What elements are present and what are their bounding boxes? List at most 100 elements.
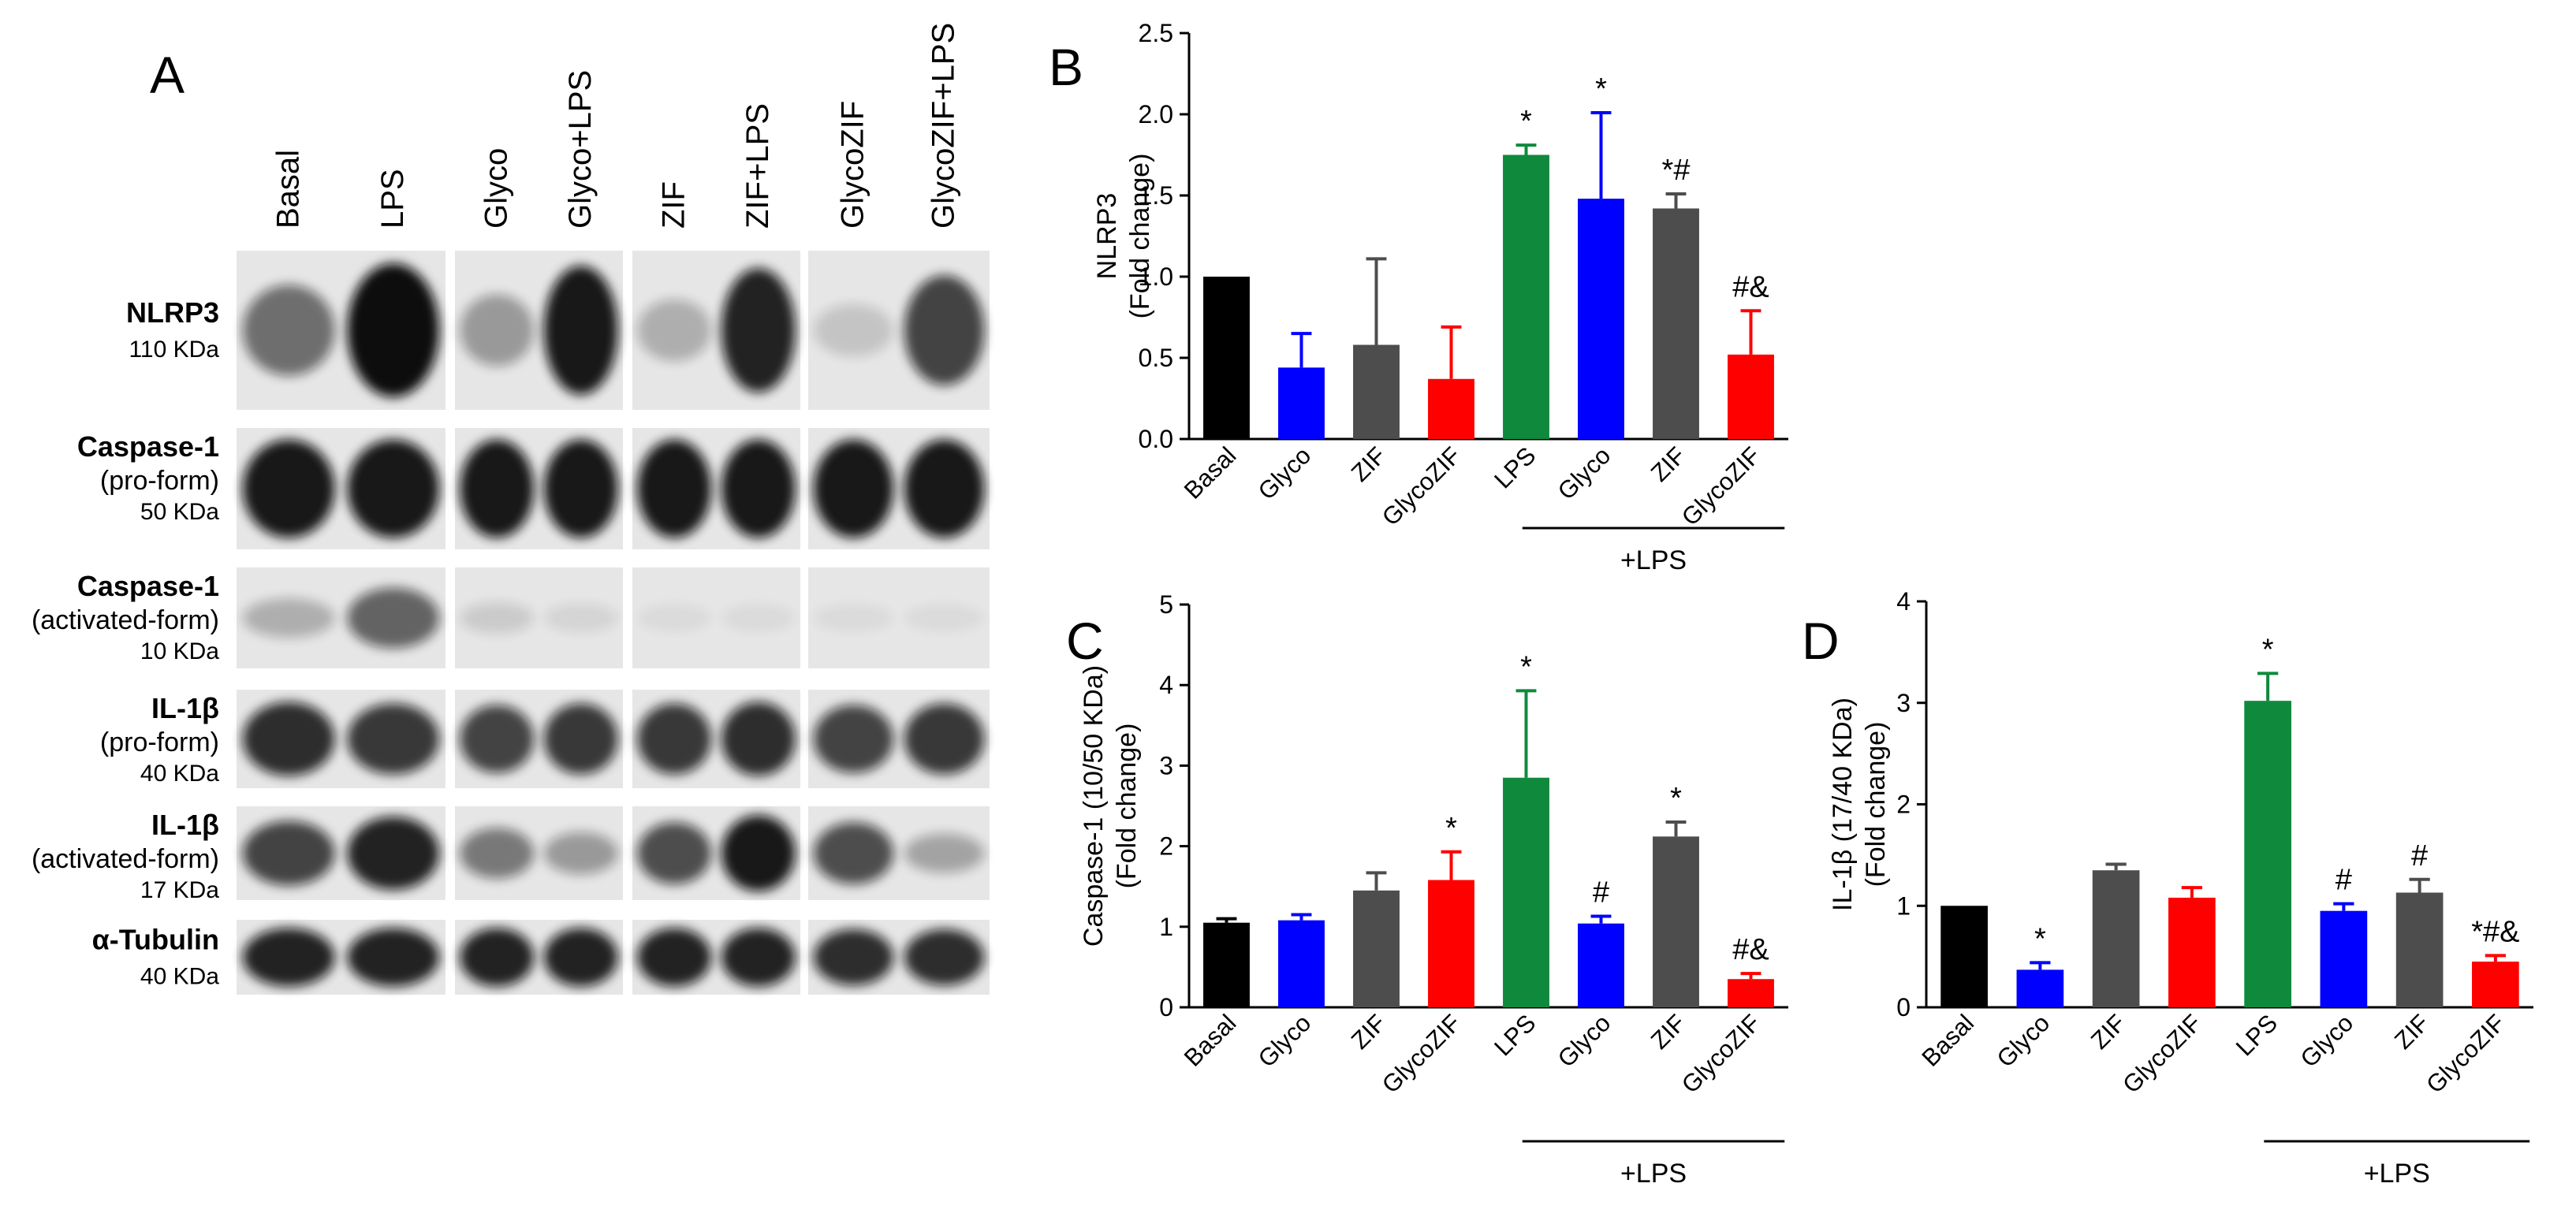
blot-band xyxy=(347,703,440,775)
blot-band xyxy=(543,603,618,633)
blot-row-name: Caspase-1 xyxy=(77,430,219,463)
blot-row: IL-1β(activated-form) 17 KDa xyxy=(32,806,990,903)
category-label: ZIF xyxy=(1646,441,1691,487)
y-tick-label: 2.0 xyxy=(1139,100,1173,128)
blot-band xyxy=(242,598,335,638)
blot-row-form: (activated-form) xyxy=(32,844,219,874)
lane-label: GlycoZIF xyxy=(836,101,870,229)
category-label: GlycoZIF xyxy=(2421,1009,2511,1099)
category-label: Glyco xyxy=(1553,441,1616,505)
y-tick-label: 1.5 xyxy=(1139,181,1173,210)
blot-band xyxy=(347,928,440,987)
blot-band xyxy=(904,703,985,775)
blot-band xyxy=(637,299,712,362)
y-axis-label: IL-1β (17/40 KDa) xyxy=(1828,698,1858,911)
bar xyxy=(2472,962,2519,1007)
blot-band xyxy=(347,817,440,890)
bar xyxy=(1428,378,1474,439)
y-tick-label: 4 xyxy=(1159,671,1173,699)
blot-row: Caspase-1(activated-form) 10 KDa xyxy=(32,567,990,668)
blot-row-form: (pro-form) xyxy=(100,727,219,757)
category-label: GlycoZIF xyxy=(1377,441,1467,531)
blot-band xyxy=(637,604,712,632)
category-label: ZIF xyxy=(2389,1009,2435,1055)
blot-band xyxy=(813,605,894,631)
blot-row: NLRP3 110 KDa xyxy=(126,251,990,410)
blot-row-name: NLRP3 xyxy=(126,296,219,329)
blot-band xyxy=(347,263,440,397)
panel-letter: C xyxy=(1066,612,1104,670)
caspase-1-bar-chart: C 0 1 2 3 4 5 Caspase-1 (10/50 KDa) (Fold change… xyxy=(1066,590,1788,1189)
y-tick-label: 3 xyxy=(1159,751,1173,780)
blot-band xyxy=(543,266,618,395)
category-label: ZIF xyxy=(1646,1009,1691,1055)
blot-band xyxy=(460,439,535,538)
bar xyxy=(2016,969,2064,1007)
category-label: LPS xyxy=(1489,1009,1541,1061)
blot-band xyxy=(904,833,985,873)
category-label: LPS xyxy=(2231,1009,2283,1061)
y-tick-label: 5 xyxy=(1159,590,1173,619)
y-axis-label: Caspase-1 (10/50 KDa) xyxy=(1079,665,1109,947)
y-tick-label: 2 xyxy=(1159,832,1173,861)
y-tick-label: 3 xyxy=(1896,689,1911,717)
y-tick-label: 1.0 xyxy=(1139,262,1173,291)
significance-mark: *# xyxy=(1662,154,1691,187)
y-tick-label: 0.5 xyxy=(1139,344,1173,372)
blot-row-form: (pro-form) xyxy=(100,466,219,496)
lane-label: Glyco xyxy=(479,148,513,229)
significance-mark: # xyxy=(2336,864,2352,897)
bar xyxy=(2244,701,2291,1007)
blot-row-kda: 17 KDa xyxy=(140,877,219,903)
blot-band xyxy=(813,705,894,773)
bar xyxy=(1653,836,1699,1007)
panel-letter: D xyxy=(1802,612,1840,670)
category-label: GlycoZIF xyxy=(2117,1009,2207,1099)
bar xyxy=(1278,367,1325,439)
group-label: +LPS xyxy=(1620,1159,1687,1189)
blot-band xyxy=(721,815,796,891)
lane-label: Basal xyxy=(270,150,305,229)
blot-row-kda: 40 KDa xyxy=(140,964,219,990)
group-label: +LPS xyxy=(2364,1159,2430,1189)
category-label: GlycoZIF xyxy=(1676,1009,1766,1099)
significance-mark: *#& xyxy=(2471,915,2519,948)
lane-label: GlycoZIF+LPS xyxy=(926,23,961,229)
bar xyxy=(1578,199,1624,439)
bar xyxy=(1503,154,1549,439)
blot-row-form: (activated-form) xyxy=(32,605,219,635)
blot-band xyxy=(813,303,894,357)
blot-band xyxy=(347,587,440,649)
bar xyxy=(1353,344,1400,439)
significance-mark: #& xyxy=(1732,270,1769,303)
bar xyxy=(1203,277,1250,439)
blot-band xyxy=(543,928,618,987)
significance-mark: * xyxy=(1670,782,1682,815)
panel-letter: B xyxy=(1049,38,1083,96)
blot-row-name: IL-1β xyxy=(151,692,219,724)
blot-band xyxy=(347,439,440,538)
blot-band xyxy=(904,928,985,986)
blot-band xyxy=(813,928,894,986)
blot-band xyxy=(904,605,985,631)
category-label: Basal xyxy=(1179,441,1242,504)
blot-band xyxy=(904,439,985,538)
y-axis-label: (Fold change) xyxy=(1861,722,1891,887)
blot-band xyxy=(242,928,335,987)
y-tick-label: 0 xyxy=(1159,993,1173,1021)
bar xyxy=(2395,892,2444,1007)
category-label: Basal xyxy=(1179,1009,1242,1072)
lane-label: ZIF xyxy=(656,181,691,229)
category-label: Glyco xyxy=(2295,1009,2359,1073)
blot-row-name: IL-1β xyxy=(151,809,219,841)
blot-band xyxy=(721,439,796,538)
significance-mark: * xyxy=(1520,650,1532,683)
blot-band xyxy=(721,604,796,632)
panel-letter-a: A xyxy=(150,46,185,104)
blot-band xyxy=(813,439,894,538)
significance-mark: * xyxy=(2034,922,2046,955)
blot-band xyxy=(637,822,712,884)
category-label: ZIF xyxy=(1346,441,1392,487)
bar xyxy=(1203,922,1250,1007)
